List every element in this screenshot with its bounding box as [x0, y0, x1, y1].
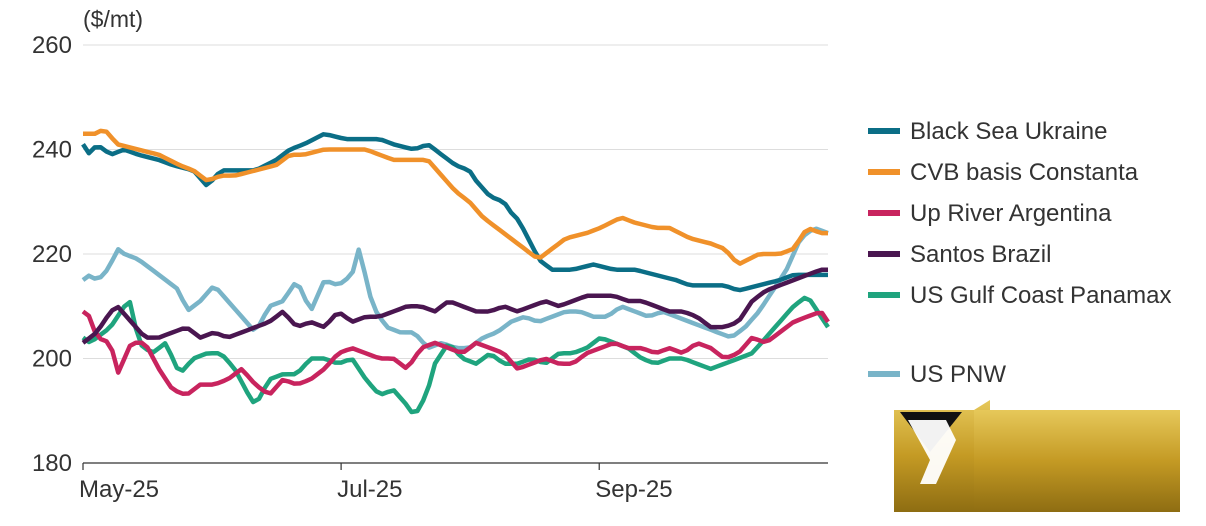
unit-label: ($/mt)	[83, 6, 143, 32]
legend-label: Up River Argentina	[910, 200, 1112, 227]
legend-swatch	[868, 292, 900, 298]
y-tick-label: 260	[32, 32, 72, 59]
x-tick-label: Jul-25	[337, 476, 402, 503]
y-tick-label: 240	[32, 137, 72, 164]
y-tick-label: 220	[32, 241, 72, 268]
y-tick-label: 200	[32, 346, 72, 373]
x-tick-label: Sep-25	[595, 476, 672, 503]
x-tick-label: May-25	[79, 476, 159, 503]
legend-swatch	[868, 371, 900, 377]
legend-swatch	[868, 210, 900, 216]
axis-labels: 180 200 220 240 260 May-25 Jul-25 Sep-25	[32, 32, 828, 503]
series-lines	[81, 128, 830, 415]
legend-item: Black Sea Ukraine	[868, 113, 1198, 154]
legend-swatch	[868, 251, 900, 257]
legend-swatch	[868, 128, 900, 134]
series-line-cvb-basis-constanta	[83, 128, 828, 266]
legend-item: CVB basis Constanta	[868, 154, 1198, 195]
yashar-logo	[894, 400, 1180, 512]
legend-label: US PNW	[910, 361, 1006, 388]
legend-swatch	[868, 169, 900, 175]
legend-label: US Gulf Coast Panamax	[910, 282, 1172, 309]
y-tick-label: 180	[32, 450, 72, 477]
series-line-black-sea-ukraine	[81, 132, 828, 293]
series-line-up-river-argentina	[81, 309, 830, 396]
line-chart: 180 200 220 240 260 May-25 Jul-25 Sep-25 ($/mt)	[32, 6, 830, 503]
legend-item: US PNW	[868, 356, 1198, 397]
legend-item: US Gulf Coast Panamax	[868, 277, 1198, 356]
legend-label: CVB basis Constanta	[910, 159, 1139, 186]
legend-item: Santos Brazil	[868, 236, 1198, 277]
legend-item: Up River Argentina	[868, 195, 1198, 236]
gridlines	[83, 44, 828, 359]
legend-label: Santos Brazil	[910, 241, 1052, 268]
series-line-santos-brazil	[81, 267, 828, 345]
legend-label: Black Sea Ukraine	[910, 118, 1108, 145]
legend: Black Sea Ukraine CVB basis Constanta Up R…	[868, 113, 1198, 397]
